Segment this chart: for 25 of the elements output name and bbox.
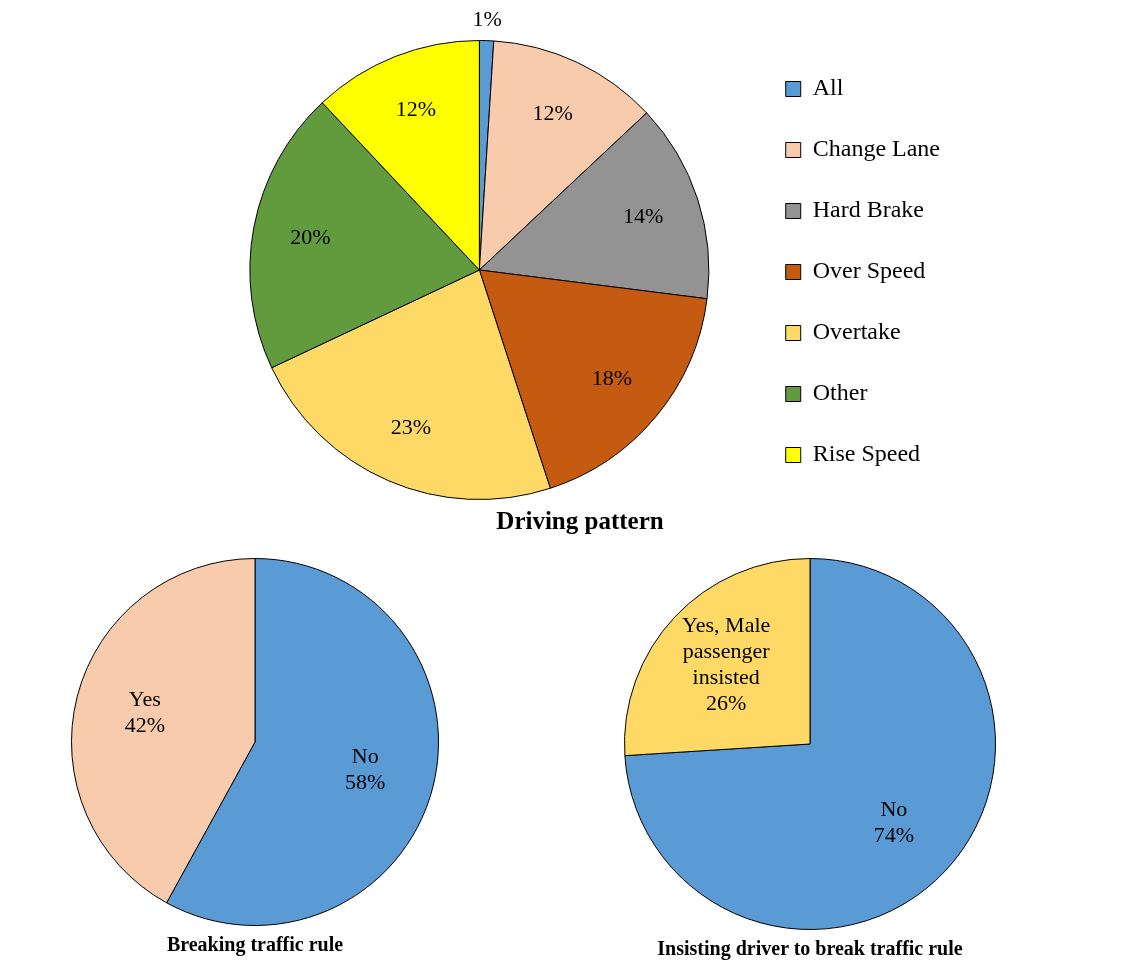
data-label: 12% (395, 95, 437, 121)
legend-label: Over Speed (812, 257, 926, 284)
text: Driving pattern (496, 507, 664, 535)
data-label: 18% (591, 365, 633, 391)
slice-label: No (880, 795, 908, 821)
slice-label: Yes, Male passenger insisted (682, 612, 771, 690)
data-label: 1% (472, 5, 502, 31)
text: Insisting driver to break traffic rule (657, 937, 963, 961)
slice-label: Yes (128, 686, 161, 712)
data-label: 14% (622, 202, 664, 228)
text: Breaking traffic rule (166, 933, 344, 957)
data-label: 12% (532, 100, 573, 126)
slice-label: No (351, 743, 379, 769)
data-label: 23% (390, 413, 432, 439)
data-label: 26% (706, 690, 747, 716)
data-label: 20% (290, 223, 331, 249)
data-label: 42% (124, 712, 165, 738)
legend-label: Hard Brake (812, 196, 924, 223)
legend-label: Overtake (812, 318, 901, 345)
data-label: 74% (873, 821, 914, 847)
data-label: 58% (345, 769, 386, 795)
legend-label: Other (812, 379, 868, 406)
legend-label: All (812, 74, 844, 101)
legend-label: Rise Speed (812, 440, 921, 467)
legend-label: Change Lane (812, 135, 940, 162)
